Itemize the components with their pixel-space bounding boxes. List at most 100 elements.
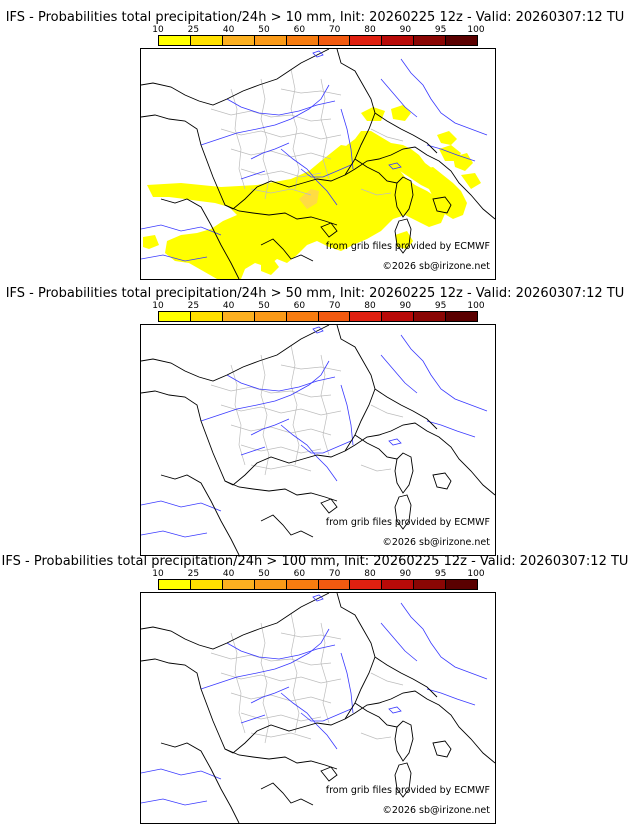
precip-area — [391, 105, 411, 121]
map-svg — [141, 49, 495, 279]
coastline — [432, 196, 452, 214]
credit-source: from grib files provided by ECMWF — [325, 517, 490, 528]
department-border — [230, 424, 332, 436]
department-border — [320, 78, 330, 180]
colorbar-swatch — [446, 580, 478, 589]
country-border — [224, 480, 338, 502]
department-border — [370, 128, 404, 142]
credit-copyright: ©2026 sb@irizone.net — [382, 805, 490, 816]
department-border — [240, 444, 322, 454]
river — [240, 714, 266, 724]
river — [240, 170, 266, 180]
colorbar-tick: 10 — [152, 569, 164, 579]
colorbar-tick: 60 — [293, 25, 306, 35]
colorbar-tick: 95 — [434, 25, 447, 35]
precip-area — [423, 167, 467, 219]
panel-title: IFS - Probabilities total precipitation/… — [5, 10, 625, 25]
department-border — [210, 108, 332, 122]
coastline — [260, 238, 314, 262]
lake — [312, 50, 324, 58]
river — [280, 424, 338, 482]
precip-area — [461, 173, 481, 189]
colorbar-tick: 90 — [399, 301, 412, 311]
department-border — [260, 622, 270, 744]
country-border — [354, 434, 398, 460]
colorbar-swatch — [350, 36, 383, 45]
river — [300, 708, 352, 722]
department-border — [250, 464, 312, 472]
country-border — [336, 49, 376, 176]
credit-source: from grib files provided by ECMWF — [325, 785, 490, 796]
coastline — [141, 390, 346, 486]
colorbar-labels: 10 25 40 50 60 70 80 90 95 100 — [152, 25, 484, 35]
panel-title: IFS - Probabilities total precipitation/… — [5, 286, 625, 301]
colorbar-swatch — [382, 580, 415, 589]
precip-area — [453, 153, 473, 171]
country-border — [224, 748, 338, 770]
precip-area — [337, 131, 441, 191]
country-border — [374, 112, 438, 154]
map-frame: from grib files provided by ECMWF ©2026 … — [140, 48, 496, 280]
colorbar-tick: 25 — [187, 301, 200, 311]
river — [280, 692, 338, 750]
map-frame: from grib files provided by ECMWF ©2026 … — [140, 324, 496, 556]
river — [400, 58, 488, 136]
colorbar-swatch — [350, 312, 383, 321]
coastline — [432, 472, 452, 490]
country-border — [354, 702, 398, 728]
colorbar-swatch — [350, 580, 383, 589]
colorbar — [158, 311, 478, 322]
panel-50mm: IFS - Probabilities total precipitation/… — [0, 276, 630, 556]
coastline — [394, 494, 412, 530]
river — [280, 148, 338, 206]
department-border — [320, 354, 330, 456]
colorbar-tick: 25 — [187, 25, 200, 35]
department-border — [230, 692, 332, 704]
colorbar-swatch — [414, 312, 447, 321]
precip-area — [361, 107, 385, 121]
river — [300, 440, 352, 454]
coastline — [260, 782, 314, 806]
coastline — [320, 766, 338, 782]
colorbar-tick: 40 — [222, 301, 235, 311]
river — [200, 360, 330, 422]
colorbar-swatch — [414, 36, 447, 45]
colorbar — [158, 579, 478, 590]
department-border — [230, 148, 332, 160]
lake — [388, 706, 402, 714]
colorbar-swatch — [446, 312, 478, 321]
coastline — [394, 452, 414, 494]
colorbar-swatch — [318, 312, 351, 321]
precip-area — [143, 235, 159, 249]
department-border — [260, 78, 270, 200]
colorbar-tick: 10 — [152, 301, 164, 311]
colorbar-tick: 70 — [328, 301, 341, 311]
department-border — [360, 188, 392, 196]
colorbar-swatch — [254, 312, 287, 321]
colorbar-swatch — [318, 36, 351, 45]
colorbar-swatch — [382, 312, 415, 321]
coastline — [320, 222, 338, 238]
river — [141, 768, 222, 780]
department-border — [280, 364, 342, 372]
river — [380, 354, 418, 394]
panel-10mm: IFS - Probabilities total precipitation/… — [0, 0, 630, 280]
colorbar-tick: 50 — [258, 25, 270, 35]
lake — [312, 594, 324, 602]
map-frame: from grib files provided by ECMWF ©2026 … — [140, 592, 496, 824]
department-border — [220, 128, 342, 140]
river — [200, 84, 330, 146]
precip-area — [437, 131, 457, 145]
precip-area — [147, 145, 447, 279]
country-border — [374, 656, 438, 698]
precip-area — [261, 259, 279, 275]
country-border — [374, 388, 438, 430]
coastline — [344, 422, 495, 496]
colorbar-swatch — [286, 312, 319, 321]
department-border — [280, 632, 342, 640]
colorbar-swatch — [159, 312, 191, 321]
river — [250, 418, 290, 436]
department-border — [360, 464, 392, 472]
colorbar-tick: 60 — [293, 301, 306, 311]
department-border — [230, 632, 246, 734]
